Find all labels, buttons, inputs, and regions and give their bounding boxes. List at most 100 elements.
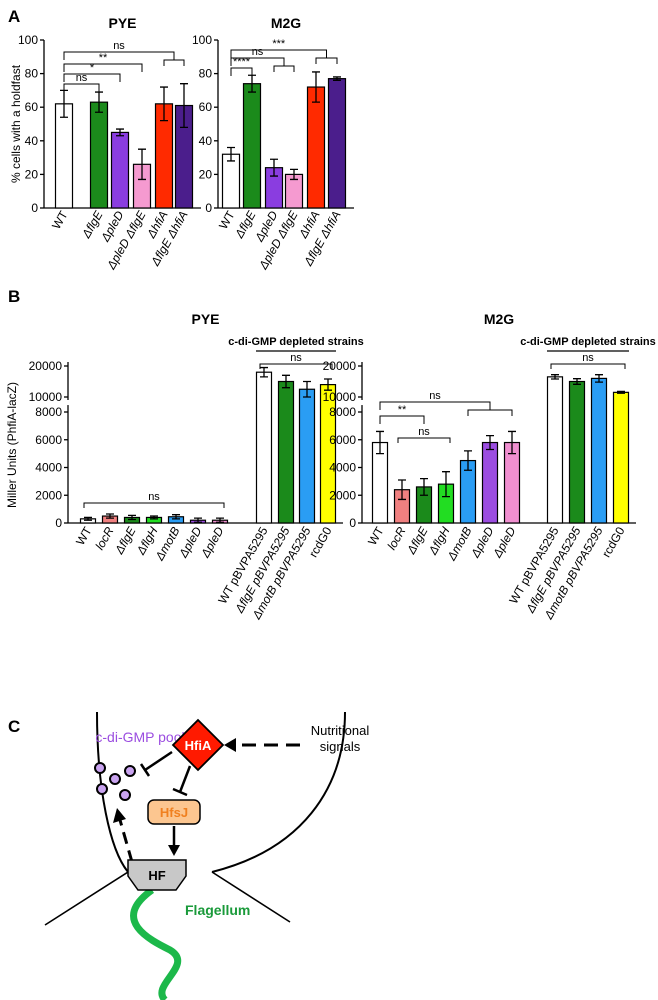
y-tick-label: 10000 [29,390,63,404]
y-tick-label: 20000 [29,359,63,373]
error-bar [573,378,581,385]
signals-label: signals [320,739,361,754]
chart-title: M2G [271,15,301,31]
y-tick-label: 40 [25,134,39,148]
significance-bracket: ns [550,352,626,369]
error-bar [160,86,168,122]
y-tick-label: 0 [349,516,356,530]
error-bar [333,76,341,81]
error-bar [398,479,406,501]
bar [327,78,347,209]
significance-label: ns [418,426,430,438]
y-tick-label: 8000 [35,405,62,419]
y-tick-label: 0 [31,201,38,215]
bar [590,377,608,524]
x-tick-label: rcdG0 [306,524,335,560]
bar [54,103,74,209]
significance-label: ns [113,40,125,52]
error-bar [486,434,494,451]
arrowhead [168,845,180,856]
bracket-line [63,73,121,82]
bracket-line [397,437,451,443]
x-tick-label: ΔflgE [112,524,139,558]
y-tick-label: 20 [199,167,213,181]
error-bar [617,390,625,394]
flagellum-label: Flagellum [185,902,250,918]
y-tick-label: 80 [25,67,39,81]
significance-bracket: ** [379,404,425,424]
c-di-gmp-molecules [94,762,136,801]
significance-bracket: ns [379,390,513,416]
diagram: c-di-GMP pool HfiA Nutritional signals H… [44,711,370,1000]
y-tick-label: 20000 [323,359,357,373]
significance-label: ns [429,390,441,402]
x-tick-label: WT [73,524,95,548]
signals-label: Nutritional [311,723,370,738]
y-tick-label: 0 [55,516,62,530]
bracket-line [379,401,513,416]
panel-label: B [8,287,20,306]
bracket-line [63,63,143,72]
y-tick-label: 0 [205,201,212,215]
pool-label: c-di-GMP pool [95,729,184,745]
hfia-node [171,718,225,772]
bracket-line [230,57,295,72]
stalk-line [44,871,291,926]
hf-label: HF [148,868,165,883]
y-tick-label: 2000 [329,488,356,502]
error-bar [303,380,311,398]
bracket-line [83,502,225,508]
y-tick-label: 6000 [329,433,356,447]
y-tick-label: 8000 [329,405,356,419]
arrowhead [113,808,126,823]
error-bar [290,168,298,181]
y-tick-label: 100 [18,33,38,47]
hfsj-label: HfsJ [160,805,188,820]
y-tick-label: 20 [25,167,39,181]
x-tick-label: WT [49,208,71,232]
y-tick-label: 6000 [35,433,62,447]
significance-bracket: ns [83,491,225,508]
error-bar [442,471,450,498]
bar [110,131,130,209]
significance-label: ** [99,52,108,64]
bracket-line [230,67,253,76]
error-bar [138,148,146,181]
chart-title: M2G [484,311,514,327]
x-tick-label: ΔflgE [404,524,431,558]
x-tick-label: rcdG0 [599,524,628,560]
chart-title: PYE [108,15,136,31]
group-label: c-di-GMP depleted strains [228,336,364,348]
significance-bracket: ns [63,40,185,66]
x-tick-label: ΔpleD [490,524,519,561]
bar [612,391,630,524]
error-bar [180,83,188,129]
error-bar [84,516,92,521]
arrowhead [224,738,236,752]
bar [503,441,521,524]
y-tick-label: 60 [25,100,39,114]
error-bar [106,513,114,519]
panel-label: A [8,7,20,26]
bar [298,388,316,524]
error-bar [95,91,103,113]
hfsj-node [147,799,201,825]
bracket-line [230,49,338,64]
significance-bracket: ns [230,46,295,72]
error-bar [260,366,268,378]
significance-label: ** [398,404,407,416]
bar [255,371,273,524]
dashed-arrow [118,819,134,863]
significance-label: ns [252,46,264,58]
bar [546,376,564,524]
error-bar [116,128,124,137]
error-bar [376,430,384,455]
significance-label: *** [272,38,286,50]
y-tick-label: 10000 [323,390,357,404]
bar [221,153,241,209]
chart-title: PYE [191,311,219,327]
y-tick-label: 4000 [329,461,356,475]
significance-label: **** [233,56,251,68]
error-bar [324,378,332,391]
